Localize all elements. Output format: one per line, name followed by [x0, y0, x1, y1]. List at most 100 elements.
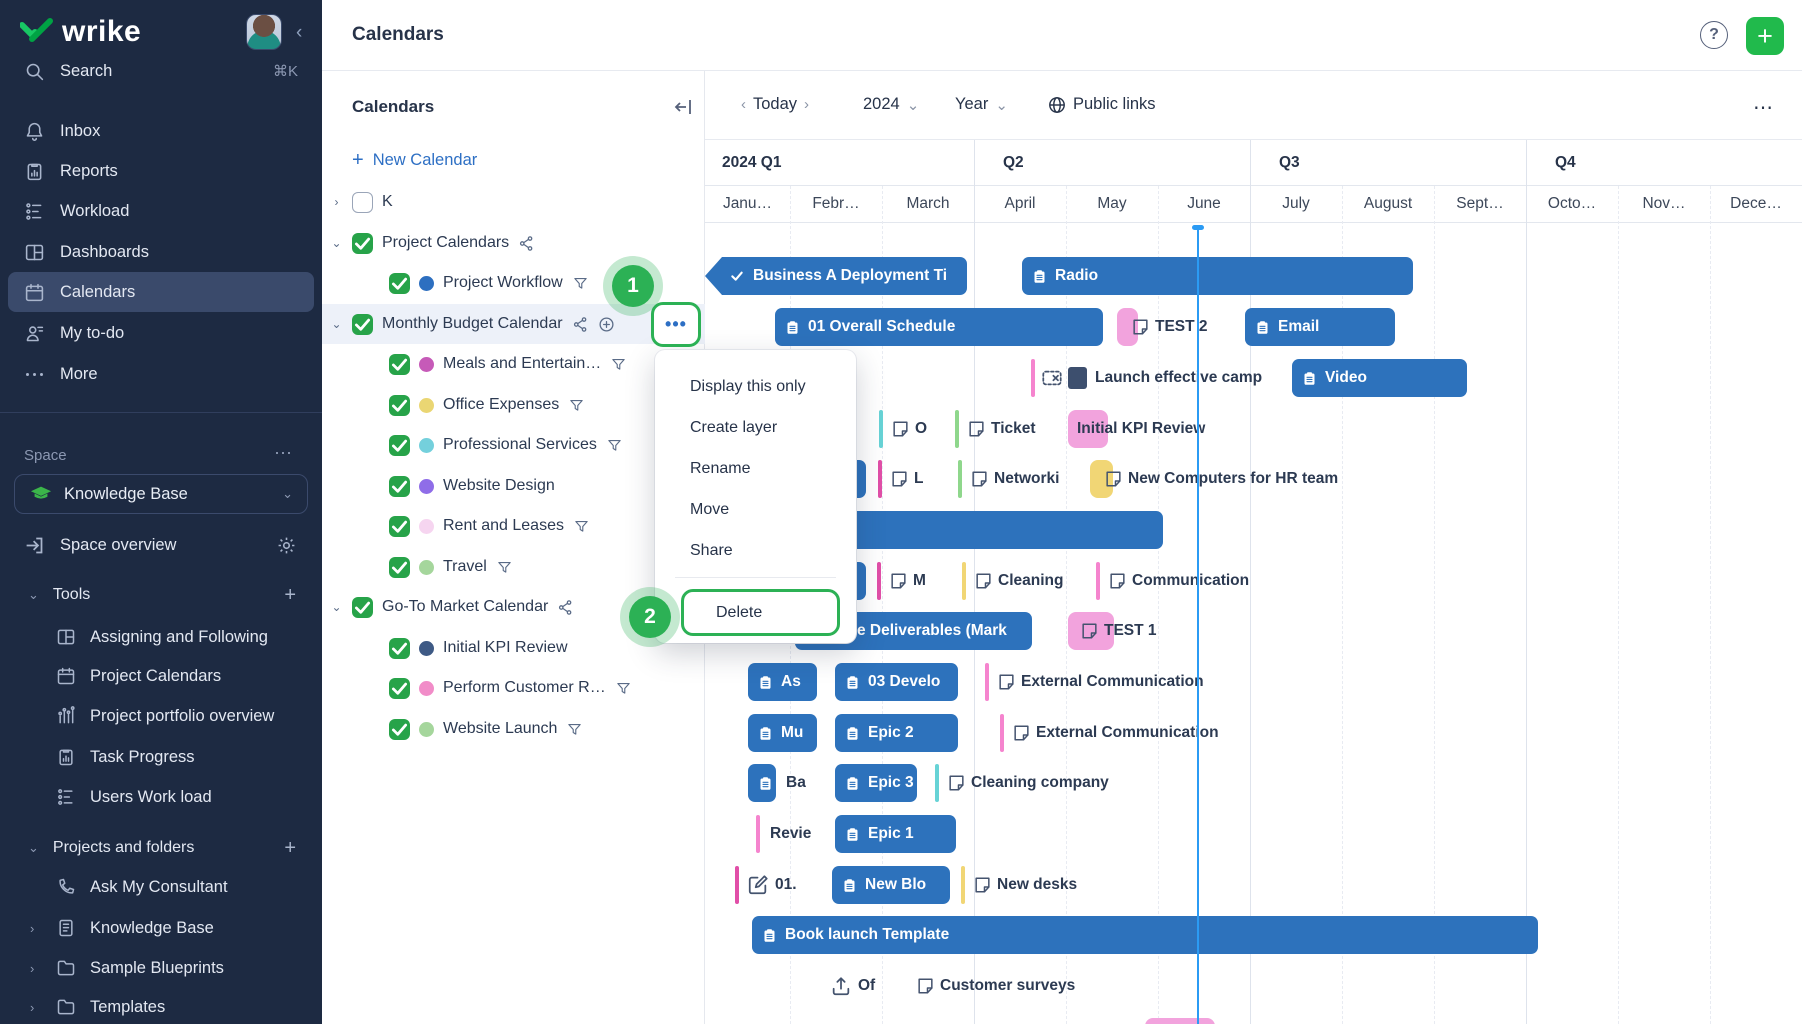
checkbox-unchecked[interactable]: [352, 191, 373, 213]
task-marker[interactable]: [985, 663, 989, 701]
sidebar-item-project-portfolio-overview[interactable]: Project portfolio overview: [8, 697, 314, 735]
task-label[interactable]: Ticket: [991, 420, 1036, 437]
checkbox-checked[interactable]: [389, 272, 410, 294]
task-bar-01-overall-schedule[interactable]: 01 Overall Schedule: [775, 308, 1103, 346]
task-label[interactable]: Cleaning: [998, 572, 1064, 589]
task-marker[interactable]: [961, 866, 965, 904]
calendar-item-travel[interactable]: Travel: [322, 547, 705, 587]
create-button[interactable]: +: [1746, 17, 1784, 55]
year-select[interactable]: 2024 ⌄: [863, 95, 920, 114]
sidebar-group-projects[interactable]: ⌄ Projects and folders +: [8, 829, 314, 867]
calendar-item-professional-services[interactable]: Professional Services: [322, 425, 705, 465]
today-nav[interactable]: ‹ Today ›: [741, 95, 809, 114]
calendar-item-project-calendars[interactable]: ⌄ Project Calendars: [322, 223, 705, 263]
calendar-item-office-expenses[interactable]: Office Expenses: [322, 385, 705, 425]
zoom-select[interactable]: Year ⌄: [955, 95, 1008, 114]
app-logo[interactable]: wrike: [0, 0, 322, 64]
task-label[interactable]: O: [915, 420, 928, 437]
task-marker[interactable]: [962, 562, 966, 600]
task-chip[interactable]: [1117, 308, 1138, 346]
calendar-item-go-to-market-calendar[interactable]: ⌄ Go-To Market Calendar: [322, 587, 705, 627]
checkbox-checked[interactable]: [389, 718, 410, 740]
task-bar-business-a-deployment-ti[interactable]: Business A Deployment Ti: [705, 257, 967, 295]
task-bar-epic-3[interactable]: Epic 3: [835, 764, 917, 802]
task-bar-mu[interactable]: Mu: [748, 714, 817, 752]
sidebar-item-templates[interactable]: › Templates: [30, 997, 166, 1016]
user-avatar[interactable]: [246, 14, 282, 50]
task-label[interactable]: 01.: [775, 876, 797, 893]
chevron-down-icon[interactable]: ⌄: [331, 236, 342, 250]
menu-item-delete[interactable]: Delete: [681, 589, 840, 636]
public-links-button[interactable]: Public links: [1048, 95, 1156, 114]
task-label[interactable]: External Communication: [1036, 724, 1219, 741]
sidebar-item-inbox[interactable]: Inbox: [8, 111, 314, 151]
sidebar-item-assigning-and-following[interactable]: Assigning and Following: [8, 618, 314, 656]
sidebar-item-search[interactable]: Search ⌘K: [8, 51, 314, 91]
checkbox-checked[interactable]: [389, 353, 410, 375]
calendar-item-website-launch[interactable]: Website Launch: [322, 709, 705, 749]
task-label[interactable]: Revie: [770, 825, 812, 842]
calendar-item-perform-customer-r-[interactable]: Perform Customer R…: [322, 668, 705, 708]
task-bar-new-blo[interactable]: New Blo: [832, 866, 950, 904]
task-marker[interactable]: [1096, 562, 1100, 600]
task-chip[interactable]: [1068, 612, 1114, 650]
task-bar[interactable]: [748, 764, 776, 802]
sidebar-item-workload[interactable]: Workload: [8, 191, 314, 231]
task-marker[interactable]: [735, 866, 739, 904]
task-marker[interactable]: [1031, 359, 1035, 397]
checkbox-checked[interactable]: [389, 556, 410, 578]
calendar-item-website-design[interactable]: Website Design: [322, 466, 705, 506]
chevron-down-icon[interactable]: ⌄: [331, 600, 342, 614]
calendar-item-meals-and-entertain-[interactable]: Meals and Entertain…: [322, 344, 705, 384]
sidebar-item-task-progress[interactable]: Task Progress: [8, 738, 314, 776]
menu-item-move[interactable]: Move: [690, 500, 730, 518]
checkbox-checked[interactable]: [352, 313, 373, 335]
task-marker[interactable]: [878, 460, 882, 498]
menu-item-create-layer[interactable]: Create layer: [690, 418, 778, 436]
task-bar-book-launch-template[interactable]: Book launch Template: [752, 916, 1538, 954]
task-label[interactable]: Networki: [994, 470, 1060, 487]
sidebar-collapse-icon[interactable]: ‹: [296, 22, 303, 43]
task-label[interactable]: Initial KPI Review: [1077, 420, 1206, 437]
help-button[interactable]: ?: [1700, 21, 1728, 49]
checkbox-checked[interactable]: [389, 475, 410, 497]
task-marker[interactable]: [756, 815, 760, 853]
task-bar-03-develo[interactable]: 03 Develo: [835, 663, 958, 701]
sidebar-item-dashboards[interactable]: Dashboards: [8, 232, 314, 272]
sidebar-item-knowledge-base[interactable]: › Knowledge Base: [30, 918, 214, 937]
task-bar-video[interactable]: Video: [1292, 359, 1467, 397]
task-bar-epic-2[interactable]: Epic 2: [835, 714, 958, 752]
calendar-item-k[interactable]: › K: [322, 182, 705, 222]
checkbox-checked[interactable]: [389, 515, 410, 537]
task-label[interactable]: Cleaning company: [971, 774, 1109, 791]
sidebar-item-project-calendars[interactable]: Project Calendars: [8, 657, 314, 695]
task-label[interactable]: Customer surveys: [940, 977, 1076, 994]
task-chip[interactable]: [1068, 410, 1108, 448]
task-label[interactable]: TEST 1: [1104, 622, 1157, 639]
calendar-more-button[interactable]: •••: [651, 302, 701, 347]
task-label[interactable]: Ba: [786, 774, 806, 791]
task-label[interactable]: L: [914, 470, 924, 487]
sidebar-item-sample-blueprints[interactable]: › Sample Blueprints: [30, 958, 224, 977]
space-selector[interactable]: Knowledge Base ⌄: [14, 474, 308, 514]
checkbox-checked[interactable]: [352, 596, 373, 618]
add-project-icon[interactable]: +: [284, 836, 296, 859]
task-marker[interactable]: [935, 764, 939, 802]
calendar-item-initial-kpi-review[interactable]: Initial KPI Review: [322, 628, 705, 668]
task-marker[interactable]: [879, 410, 883, 448]
task-chip[interactable]: [1145, 1018, 1215, 1024]
task-bar-email[interactable]: Email: [1245, 308, 1395, 346]
checkbox-checked[interactable]: [389, 434, 410, 456]
task-bar-radio[interactable]: Radio: [1022, 257, 1413, 295]
panel-collapse-icon[interactable]: [674, 97, 694, 117]
gear-icon[interactable]: [277, 536, 296, 555]
task-label[interactable]: New Computers for HR team: [1128, 470, 1339, 487]
new-calendar-button[interactable]: + New Calendar: [352, 149, 477, 172]
task-label[interactable]: External Communication: [1021, 673, 1204, 690]
task-label[interactable]: Launch effective camp: [1095, 369, 1263, 386]
next-icon[interactable]: ›: [804, 96, 810, 113]
menu-item-display-this-only[interactable]: Display this only: [690, 377, 806, 395]
task-marker[interactable]: [1000, 714, 1004, 752]
sidebar-item-more[interactable]: More: [8, 354, 314, 394]
task-marker[interactable]: [877, 562, 881, 600]
